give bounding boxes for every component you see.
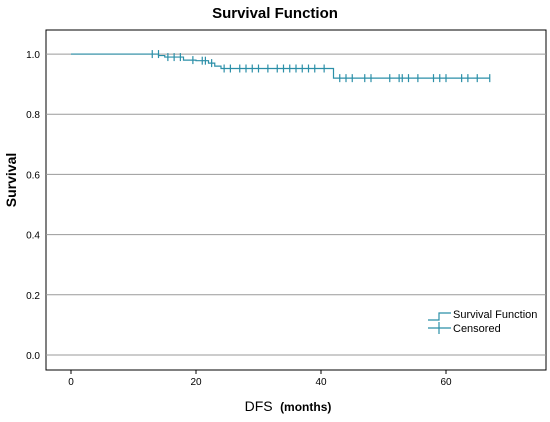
legend-item-survival-function: Survival Function [428,309,537,321]
plot-area [45,29,547,371]
legend: Survival Function Censored [428,309,537,335]
y-tick-label: 0.2 [26,291,40,302]
y-axis-label: Survival [3,153,19,207]
x-axis-label-main: DFS [245,398,273,414]
y-tick-label: 0.0 [26,351,40,362]
y-axis-ticks: 0.0 0.2 0.4 0.6 0.8 1.0 [26,50,40,362]
x-tick-label: 0 [68,377,74,388]
survival-step-line [71,53,490,79]
legend-censored-icon [428,322,451,334]
y-tick-label: 1.0 [26,50,40,61]
y-tick-label: 0.6 [26,170,40,181]
x-axis-ticks: 0 20 40 60 [68,370,452,388]
x-axis-label-unit: (months) [280,400,331,414]
legend-label-censored: Censored [453,323,501,335]
x-tick-label: 60 [440,377,452,388]
x-axis-label: DFS (months) [245,398,332,415]
legend-step-icon [428,312,451,321]
x-tick-label: 40 [315,377,327,388]
y-tick-label: 0.8 [26,110,40,121]
y-tick-label: 0.4 [26,231,40,242]
chart-title: Survival Function [212,5,338,22]
legend-label-survival-function: Survival Function [453,309,537,321]
x-tick-label: 20 [190,377,202,388]
series-layer [71,53,490,79]
legend-item-censored: Censored [428,322,501,335]
censored-markers [151,50,491,83]
